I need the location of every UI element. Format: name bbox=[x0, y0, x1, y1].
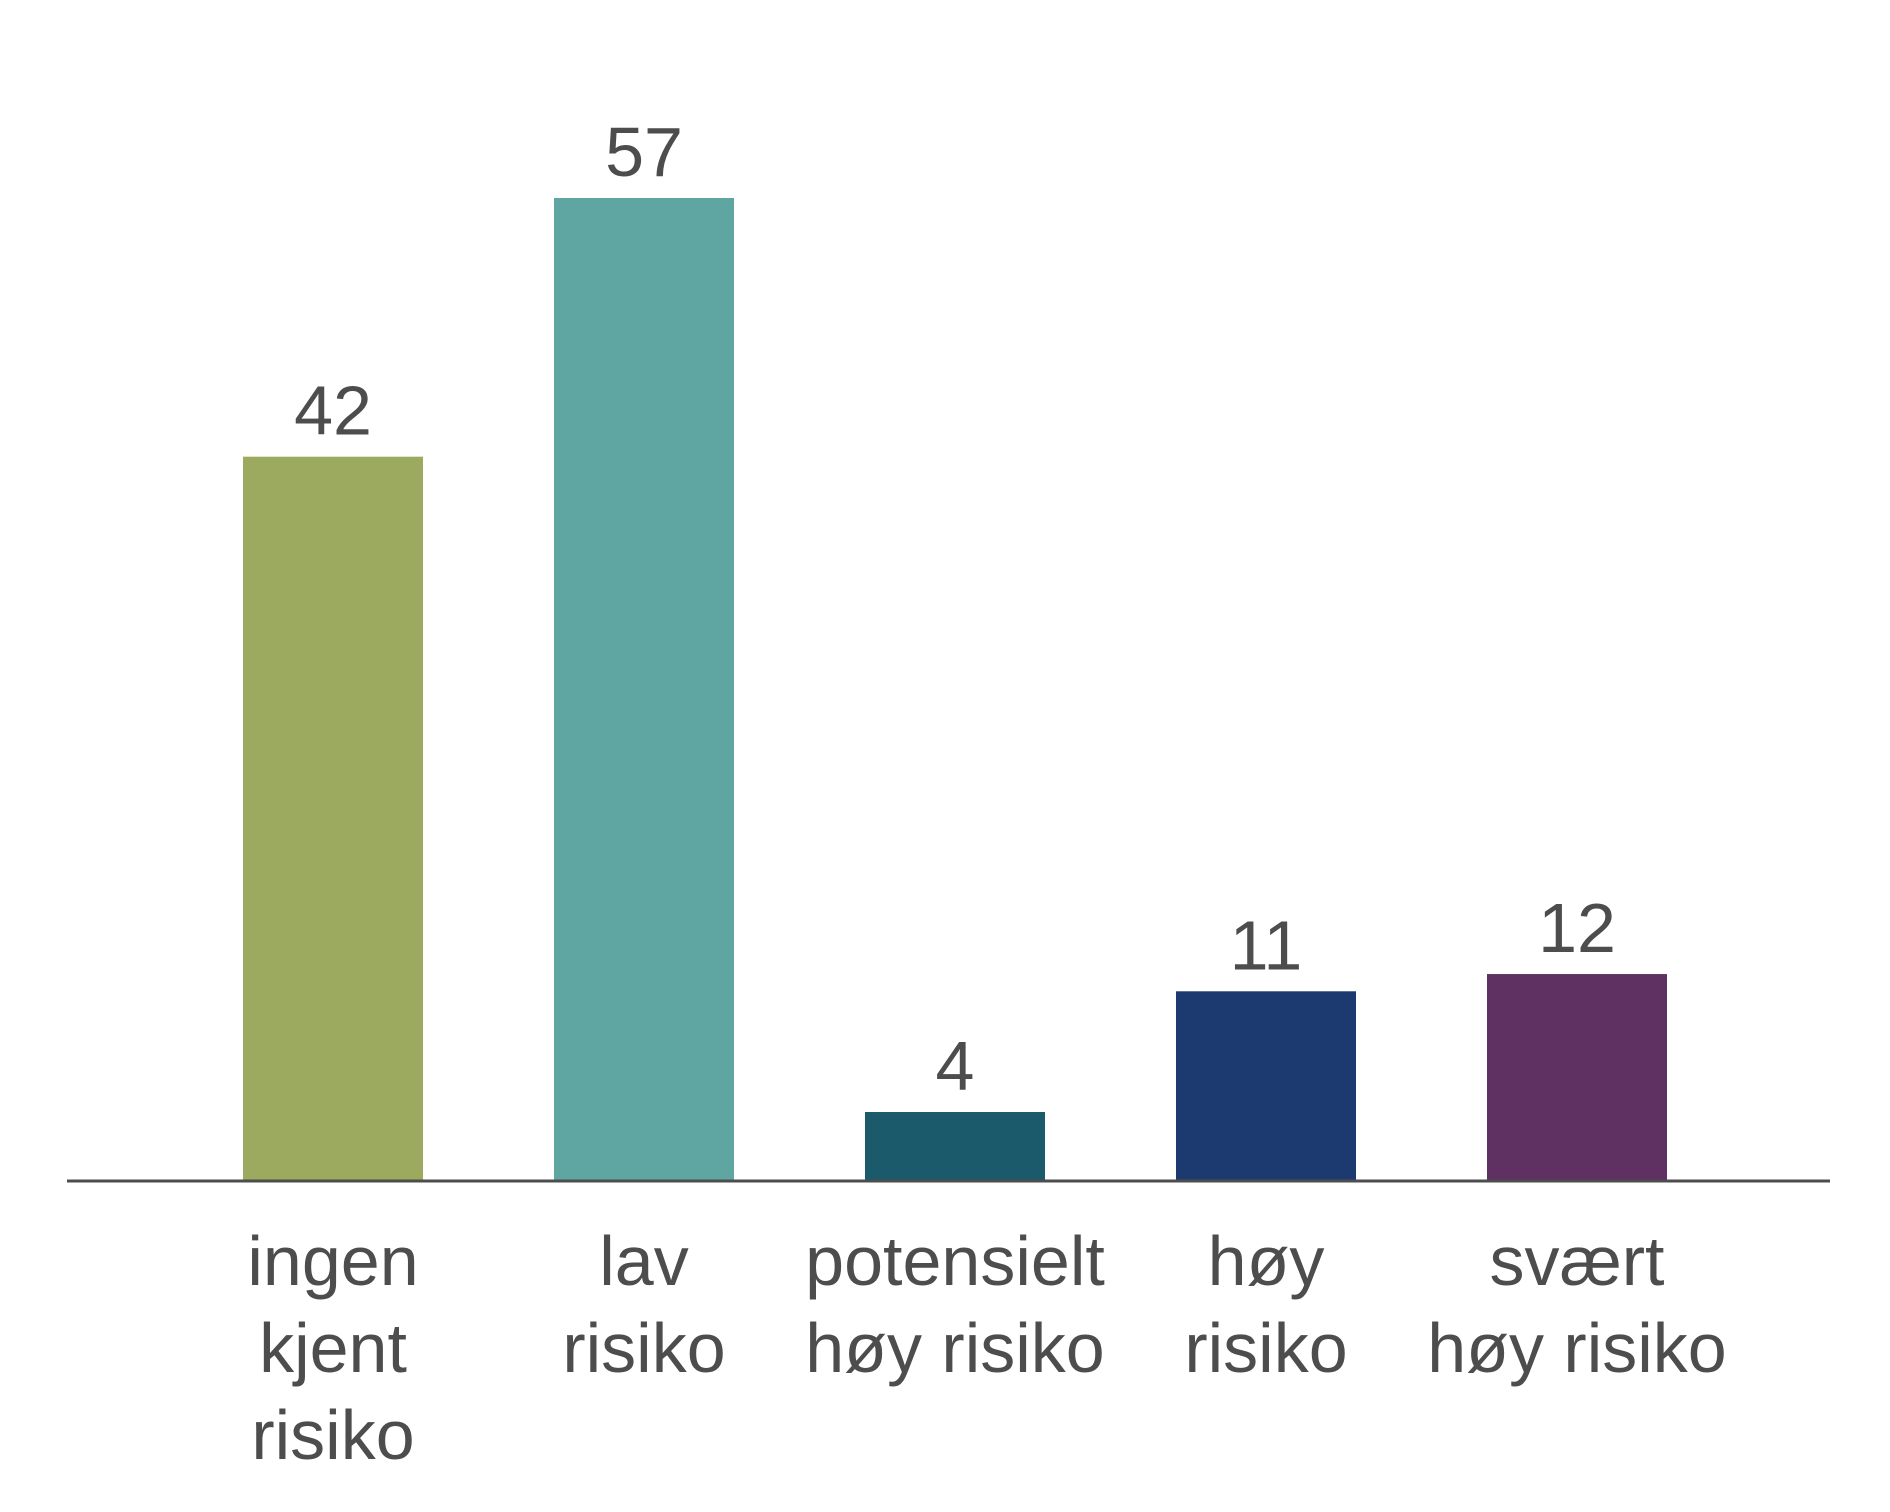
bar-3 bbox=[865, 1112, 1045, 1181]
bar-2 bbox=[554, 198, 734, 1181]
data-label-5: 12 bbox=[1538, 889, 1616, 967]
data-label-1: 42 bbox=[294, 372, 372, 450]
x-tick-label-1: ingen kjent risiko bbox=[247, 1222, 418, 1474]
x-tick-label-line: risiko bbox=[562, 1309, 725, 1387]
x-tick-label-2: lav risiko bbox=[562, 1222, 725, 1387]
data-label-2: 57 bbox=[605, 113, 683, 191]
x-tick-label-line: høy bbox=[1208, 1222, 1325, 1300]
x-tick-label-3: potensielt høy risiko bbox=[805, 1222, 1105, 1387]
x-tick-label-line: risiko bbox=[251, 1396, 414, 1474]
x-tick-label-line: ingen bbox=[247, 1222, 418, 1300]
data-label-3: 4 bbox=[936, 1027, 975, 1105]
x-tick-label-line: potensielt bbox=[805, 1222, 1105, 1300]
x-tick-label-line: lav bbox=[599, 1222, 688, 1300]
x-tick-label-line: kjent bbox=[259, 1309, 407, 1387]
x-tick-label-line: høy risiko bbox=[805, 1309, 1104, 1387]
bar-4 bbox=[1176, 991, 1356, 1181]
x-tick-label-4: høy risiko bbox=[1184, 1222, 1347, 1387]
data-label-4: 11 bbox=[1230, 906, 1303, 984]
x-tick-label-5: svært høy risiko bbox=[1427, 1222, 1726, 1387]
bar-1 bbox=[243, 456, 423, 1181]
x-tick-label-line: svært bbox=[1490, 1222, 1665, 1300]
x-tick-label-line: risiko bbox=[1184, 1309, 1347, 1387]
x-tick-label-line: høy risiko bbox=[1427, 1309, 1726, 1387]
bar-5 bbox=[1487, 974, 1667, 1181]
